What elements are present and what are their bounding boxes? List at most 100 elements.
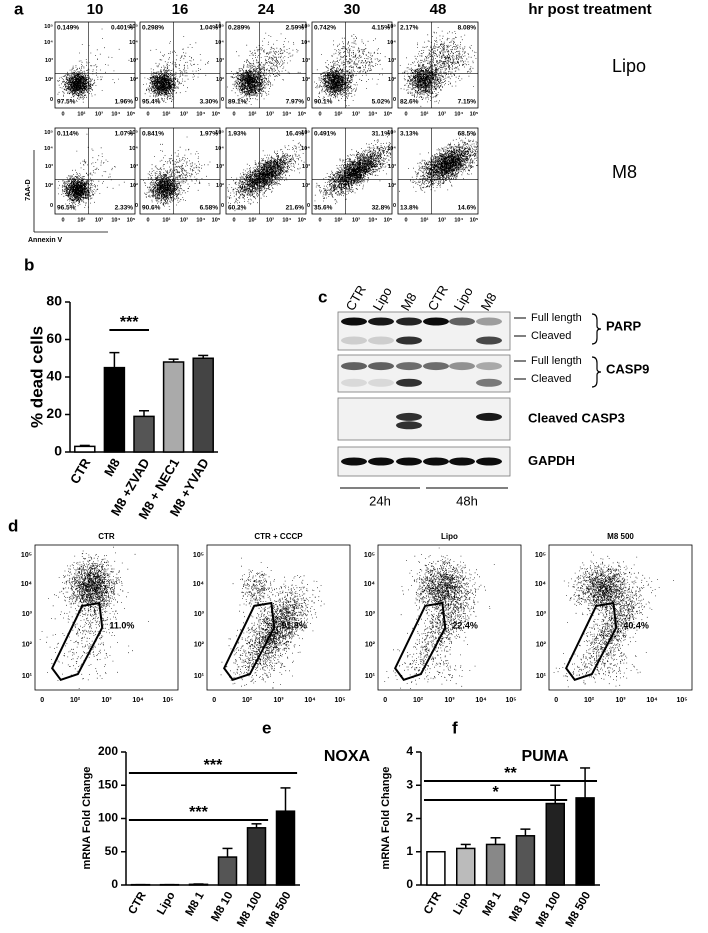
x-tick-label: 10⁵ [505,697,516,704]
protein-label: Cleaved CASP3 [528,410,625,425]
x-tick-label: 10⁵ [212,111,221,117]
x-tick-label: CTR [127,889,150,916]
band-label: Cleaved [531,373,571,385]
x-tick-label: 0 [146,217,149,223]
y-tick-label: 10² [194,641,205,648]
quadrant-percent: 1.93% [228,131,247,138]
y-tick-label: 10⁴ [387,40,396,46]
plot-title: CTR + CCCP [254,532,303,541]
y-tick-label: 1 [406,844,413,858]
lane-label: M8 [478,290,500,313]
blot-band [423,317,449,326]
time-label: 48h [456,493,478,508]
bar [162,361,185,453]
flow-plot-frame [311,21,393,109]
x-tick-label: 10³ [444,697,455,704]
blot-band [476,378,502,387]
x-tick-label: M8 1 [481,890,504,919]
bar [275,810,296,886]
x-tick-label: 10³ [266,216,274,223]
panel-letter: b [24,255,34,274]
blot-band [341,362,367,371]
y-tick-label: 10⁵ [129,130,138,136]
y-tick-label: 10³ [130,163,138,170]
y-tick-label: 10⁵ [215,24,224,30]
event-dots [143,136,211,210]
y-tick-label: 10⁵ [44,24,53,30]
event-dots [39,546,149,689]
quadrant-percent: 7.97% [286,99,305,106]
x-tick-label: 10² [413,697,424,704]
x-tick-label: Lipo [155,890,178,917]
x-tick-label: 10⁵ [162,697,173,704]
y-tick-label: 100 [98,811,118,825]
y-tick-label: 10² [130,182,138,189]
x-tick-label: 0 [404,111,407,117]
y-tick-label: 10³ [216,163,224,170]
band-label: Full length [531,355,582,367]
y-tick-label: 10⁵ [535,552,546,559]
y-tick-label: 10² [22,641,33,648]
gate [393,601,447,682]
y-tick-label: 60 [46,330,62,346]
quadrant-percent: 2.33% [115,205,134,212]
x-tick-label: 10⁴ [475,697,487,704]
bar [515,835,536,886]
blot-band [476,317,502,326]
y-tick-label: 10⁵ [193,552,204,559]
bar [545,802,565,886]
x-tick-label: CTR [422,889,445,916]
y-tick-label: 10² [45,76,53,83]
quadrant-percent: 7.15% [458,99,477,106]
flow-plot-frame [397,21,479,109]
x-tick-label: 10⁵ [298,111,307,117]
blot-band [396,412,422,421]
y-tick-label: 10¹ [194,673,205,680]
blot-band [341,317,367,326]
y-axis-label: % dead cells [27,326,46,428]
gate [564,601,618,682]
significance-label: * [492,784,499,801]
panel-letter: e [262,718,271,737]
x-tick-label: 10² [70,697,81,704]
y-tick-label: 0 [54,443,62,459]
y-tick-label: 10⁵ [129,24,138,30]
timepoint: 10 [87,1,104,18]
panel-letter: f [452,718,458,737]
time-label: 24h [369,493,391,508]
lane-label: CTR [425,283,451,314]
timepoint: 16 [172,1,189,18]
y-tick-label: 10⁵ [364,552,375,559]
event-dots [57,133,125,211]
quadrant-percent: 2.17% [400,25,419,32]
flow-plot-frame [34,544,179,691]
y-tick-label: 10⁵ [44,130,53,136]
y-tick-label: 10³ [45,57,53,64]
lane-label: CTR [343,283,369,314]
y-tick-label: 10³ [216,57,224,64]
gate-percent: 11.0% [109,621,134,631]
x-tick-label: 0 [318,111,321,117]
x-tick-label: 10⁵ [470,217,479,223]
bar [246,827,267,886]
x-tick-label: 10³ [438,110,446,117]
y-tick-label: 10⁵ [387,130,396,136]
x-tick-label: M8 1 [184,890,207,919]
y-tick-label: 0 [406,877,413,891]
x-tick-label: 0 [318,217,321,223]
x-tick-label: 10² [420,110,428,117]
y-tick-label: 0 [393,97,396,103]
x-tick-label: 0 [554,697,558,704]
chart-title: PUMA [521,748,569,765]
timepoint: 30 [344,1,361,18]
blot [337,311,511,351]
event-dots [314,34,386,107]
blot-band [396,421,422,430]
lane-label: Lipo [370,284,395,313]
event-dots [57,28,130,103]
x-tick-label: 10⁵ [212,217,221,223]
y-tick-label: 10³ [194,611,205,618]
blot-band [341,336,367,345]
quadrant-percent: 90.6% [142,205,161,212]
quadrant-percent: 6.58% [200,205,219,212]
